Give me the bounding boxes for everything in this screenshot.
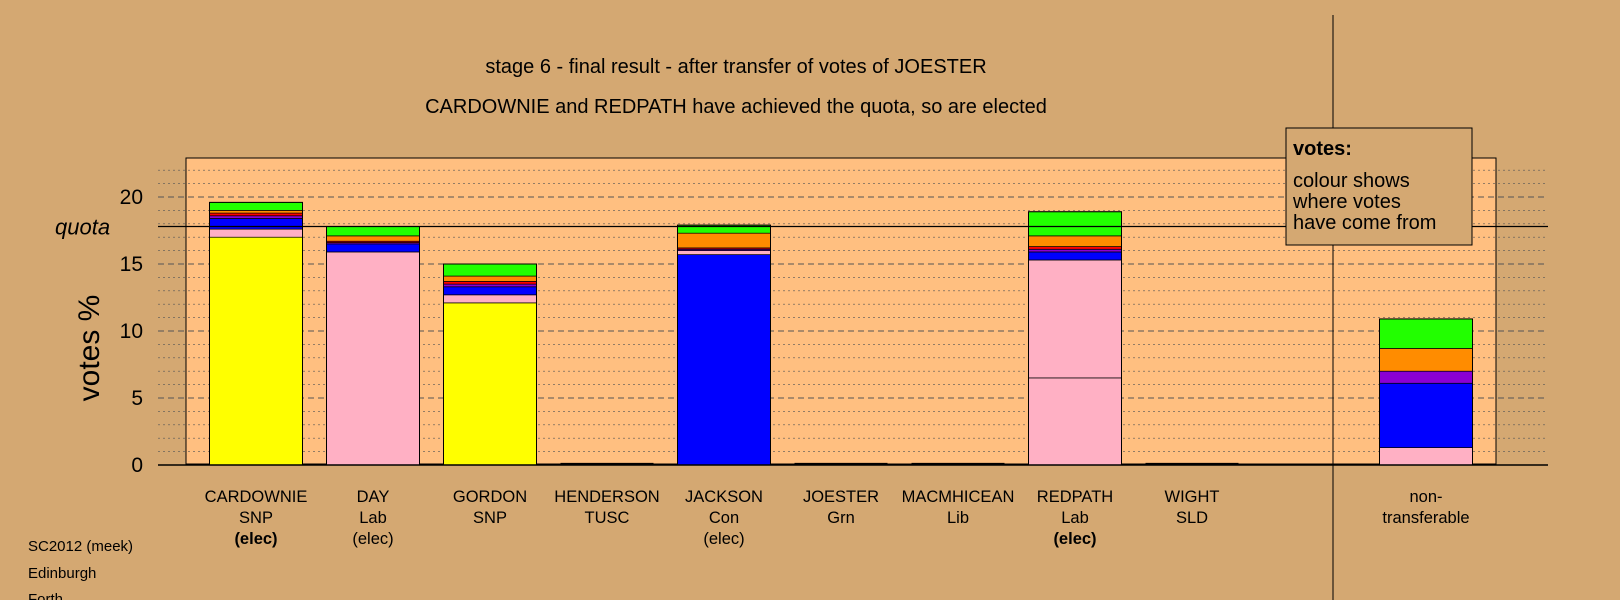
legend-line: where votes [1292,191,1401,213]
bar-segment-redpath [1028,248,1122,253]
bar-segment-gordon [443,275,537,282]
chart-subtitle: CARDOWNIE and REDPATH have achieved the … [425,96,1047,118]
y-tick-label: 5 [131,387,143,410]
x-tick-label: Lab [359,509,387,527]
x-tick-label: TUSC [585,509,630,527]
quota-label: quota [55,214,110,239]
x-tick-label: Con [709,509,739,527]
x-tick-label: (elec) [1053,530,1096,548]
x-tick-label: JOESTER [803,488,879,506]
legend-line: colour shows [1293,170,1410,192]
bar-segment-day [326,243,420,253]
x-tick-label: JACKSON [685,488,763,506]
bar-segment-nontransferable [1379,348,1473,372]
x-tick-label: SNP [239,509,273,527]
chart-title: stage 6 - final result - after transfer … [485,56,986,78]
bar-segment-jackson [677,250,771,255]
bar-segment-day [326,251,420,466]
footer-council: Edinburgh [28,565,96,582]
bar-segment-redpath [1028,259,1122,379]
x-tick-label: DAY [357,488,390,506]
bar-segment-gordon [443,263,537,277]
bar-segment-gordon [443,283,537,288]
bars [209,201,1473,466]
footer-ward: Forth [28,591,63,600]
bar-segment-jackson [677,254,771,466]
x-tick-label: MACMHICEAN [902,488,1015,506]
x-tick-label: (elec) [352,530,393,548]
bar-segment-cardownie [209,212,303,217]
bar-segment-redpath [1028,377,1122,466]
x-tick-label: Lib [947,509,969,527]
x-tick-label: CARDOWNIE [205,488,308,506]
y-tick-label: 10 [120,320,143,343]
bar-segment-cardownie [209,215,303,219]
x-tick-label: REDPATH [1037,488,1113,506]
bar-segment-day [326,235,420,242]
x-axis-labels: CARDOWNIE SNP (elec) DAY Lab (elec) GORDON SNP H… [205,488,1470,548]
y-tick-label: 0 [131,454,143,477]
y-tick-label: 15 [120,253,143,276]
x-tick-label: Grn [827,509,855,527]
x-tick-label: SNP [473,509,507,527]
bar-segment-gordon [443,286,537,296]
x-tick-label: Lab [1061,509,1089,527]
footer-method: SC2012 (meek) [28,538,133,555]
bar-segment-redpath [1028,235,1122,247]
x-tick-label: GORDON [453,488,527,506]
legend: votes: colour shows where votes have com… [1285,127,1473,246]
bar-segment-redpath [1028,246,1122,250]
bar-segment-redpath [1028,211,1122,237]
bar-segment-cardownie [209,202,303,211]
x-tick-label: HENDERSON [554,488,659,506]
bar-segment-gordon [443,294,537,304]
x-tick-label: transferable [1382,509,1469,527]
bar-segment-jackson [677,232,771,249]
x-tick-label: (elec) [703,530,744,548]
x-tick-label: SLD [1176,509,1208,527]
x-tick-label: (elec) [234,530,277,548]
bar-segment-cardownie [209,218,303,230]
bar-segment-nontransferable [1379,382,1473,448]
legend-box [1285,127,1473,246]
bar-segment-day [326,226,420,237]
bar-segment-cardownie [209,228,303,238]
bar-segment-nontransferable [1379,318,1473,349]
x-tick-label: non- [1409,488,1442,506]
bar-segment-cardownie [209,210,303,214]
bar-segment-gordon [443,302,537,466]
legend-title: votes: [1293,138,1352,160]
bar-segment-redpath [1028,251,1122,261]
bar-segment-gordon [443,281,537,285]
bar-segment-nontransferable [1379,447,1473,466]
legend-line: have come from [1293,212,1436,234]
y-axis: 0 5 10 15 20 [120,186,1548,477]
bar-segment-nontransferable [1379,370,1473,384]
bar-segment-cardownie [209,236,303,466]
y-axis-label: votes % [73,295,106,402]
x-tick-label: WIGHT [1165,488,1220,506]
y-tick-label: 20 [120,186,143,209]
